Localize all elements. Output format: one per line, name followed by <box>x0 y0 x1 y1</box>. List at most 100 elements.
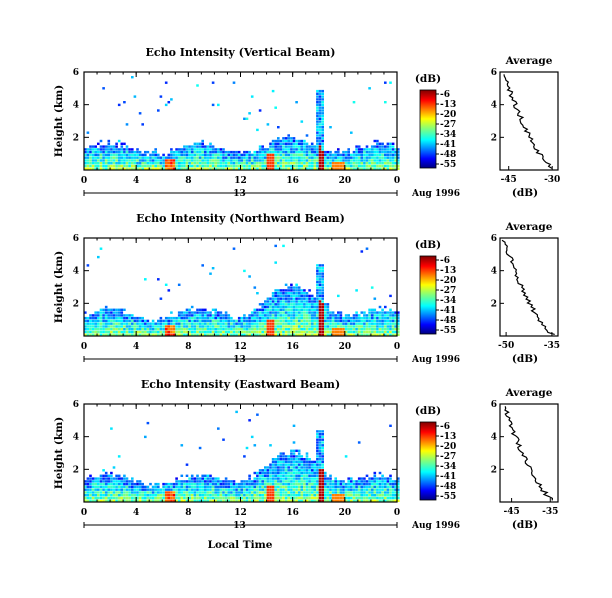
date-label: Aug 1996 <box>411 521 460 531</box>
heatmap <box>84 410 400 502</box>
x-tick-label: 0 <box>81 508 87 518</box>
colorbar-tick-label: -55 <box>440 160 456 170</box>
y-axis-title: Height (km) <box>53 417 65 489</box>
y-tick-label: 6 <box>73 234 79 244</box>
average-y-tick-label: 4 <box>491 267 497 277</box>
colorbar <box>419 255 437 335</box>
average-x-title: (dB) <box>512 353 538 365</box>
x-tick-label: 4 <box>133 508 139 518</box>
average-title: Average <box>505 387 553 399</box>
x-tick-label: 0 <box>394 176 400 186</box>
average-y-tick-label: 2 <box>491 465 497 475</box>
y-tick-label: 2 <box>73 465 79 475</box>
y-tick-label: 2 <box>73 133 79 143</box>
y-axis-title: Height (km) <box>53 251 65 323</box>
average-x-tick-label: -30 <box>544 175 560 185</box>
average-frame <box>499 71 559 171</box>
date-label: Aug 1996 <box>411 355 460 365</box>
y-tick-label: 4 <box>73 267 79 277</box>
average-profile: Average 6 4 2 -45 -30 (dB) <box>491 55 561 199</box>
y-tick-label: 4 <box>73 101 79 111</box>
average-y-tick-label: 6 <box>491 234 497 244</box>
average-profile: Average 6 4 2 -45 -35 (dB) <box>491 387 559 531</box>
average-x-tick-label: -35 <box>544 341 560 351</box>
colorbar-tick-label: -13 <box>440 432 456 442</box>
average-y-tick-label: 4 <box>491 101 497 111</box>
panel-north: Echo Intensity (Northward Beam)0 4 8 12 16 20… <box>53 212 560 365</box>
panel-vertical: Echo Intensity (Vertical Beam) 0 4 8 12 16 20 0… <box>53 46 560 199</box>
colorbar-unit: (dB) <box>415 405 441 417</box>
day-label: 13 <box>233 189 246 199</box>
colorbar-tick-label: -41 <box>440 472 456 482</box>
date-label: Aug 1996 <box>411 189 460 199</box>
panel-title: Echo Intensity (Eastward Beam) <box>141 378 340 391</box>
colorbar-unit: (dB) <box>415 73 441 85</box>
average-x-title: (dB) <box>512 187 538 199</box>
colorbar-tick-label: -6 <box>440 256 450 266</box>
x-tick-label: 0 <box>81 176 87 186</box>
heatmap <box>84 76 400 170</box>
panel-east: Echo Intensity (Eastward Beam) 0 4 8 12 16 20 0… <box>53 378 559 531</box>
colorbar-tick-label: -13 <box>440 100 456 110</box>
x-tick-label: 0 <box>394 342 400 352</box>
average-x-tick-label: -50 <box>498 341 514 351</box>
panel-title: Echo Intensity (Vertical Beam) <box>145 46 335 59</box>
colorbar-tick-label: -13 <box>440 266 456 276</box>
y-tick-label: 2 <box>73 299 79 309</box>
x-tick-label: 8 <box>185 176 191 186</box>
day-label: 13 <box>233 521 246 531</box>
colorbar-tick-label: -41 <box>440 140 456 150</box>
colorbar-tick-label: -34 <box>440 296 456 306</box>
x-tick-label: 0 <box>394 508 400 518</box>
colorbar-tick-label: -20 <box>440 110 456 120</box>
colorbar <box>419 89 437 169</box>
x-tick-label: 16 <box>286 508 299 518</box>
colorbar-tick-label: -48 <box>440 316 456 326</box>
average-y-tick-label: 6 <box>491 400 497 410</box>
x-tick-label: 16 <box>286 342 299 352</box>
colorbar-unit: (dB) <box>415 239 441 251</box>
average-x-tick-label: -45 <box>501 175 517 185</box>
colorbar-tick-label: -55 <box>440 326 456 336</box>
average-frame <box>499 403 559 503</box>
colorbar-tick-label: -48 <box>440 150 456 160</box>
average-y-tick-label: 2 <box>491 133 497 143</box>
y-axis-title: Height (km) <box>53 85 65 157</box>
average-title: Average <box>505 55 553 67</box>
colorbar-tick-label: -34 <box>440 130 456 140</box>
average-x-title: (dB) <box>512 519 538 531</box>
average-y-tick-label: 2 <box>491 299 497 309</box>
heatmap <box>84 244 400 336</box>
x-tick-label: 4 <box>133 342 139 352</box>
average-y-tick-label: 6 <box>491 68 497 78</box>
colorbar-tick-label: -6 <box>440 422 450 432</box>
panel-title: Echo Intensity (Northward Beam) <box>136 212 345 225</box>
x-tick-label: 12 <box>234 508 247 518</box>
average-x-tick-label: -35 <box>542 507 558 517</box>
colorbar-tick-label: -27 <box>440 286 456 296</box>
average-y-tick-label: 4 <box>491 433 497 443</box>
colorbar-tick-label: -34 <box>440 462 456 472</box>
average-profile-line <box>503 74 553 169</box>
colorbar-tick-label: -20 <box>440 276 456 286</box>
colorbar-tick-label: -48 <box>440 482 456 492</box>
colorbar-tick-label: -20 <box>440 442 456 452</box>
x-tick-label: 8 <box>185 342 191 352</box>
x-tick-label: 20 <box>339 342 352 352</box>
y-tick-label: 6 <box>73 400 79 410</box>
x-tick-label: 12 <box>234 176 247 186</box>
average-profile-line <box>501 239 555 335</box>
average-profile: Average 6 4 2 -50 -35 (dB) <box>491 221 560 365</box>
x-tick-label: 20 <box>339 176 352 186</box>
x-axis-title: Local Time <box>208 539 273 551</box>
x-tick-label: 0 <box>81 342 87 352</box>
colorbar-tick-label: -41 <box>440 306 456 316</box>
colorbar-tick-label: -27 <box>440 120 456 130</box>
x-tick-label: 12 <box>234 342 247 352</box>
average-frame <box>499 237 559 337</box>
x-tick-label: 8 <box>185 508 191 518</box>
colorbar-tick-label: -27 <box>440 452 456 462</box>
colorbar-tick-label: -6 <box>440 90 450 100</box>
colorbar-tick-label: -55 <box>440 492 456 502</box>
